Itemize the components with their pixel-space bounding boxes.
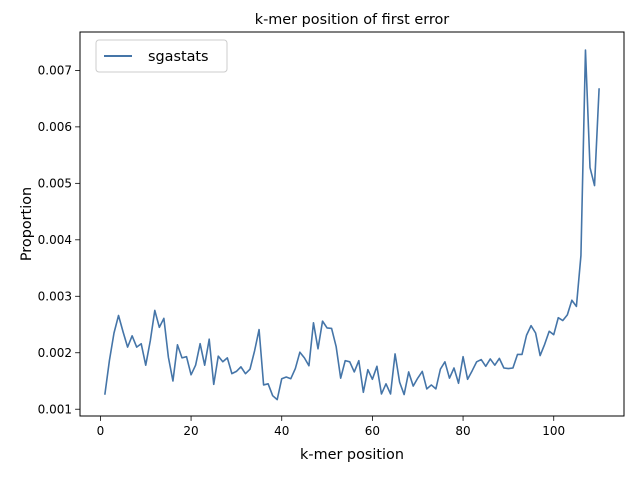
y-axis-ticks: 0.001 0.002 0.003 0.004 0.005 0.006 0.007 (38, 64, 80, 417)
series-line-sgastats (104, 49, 600, 401)
y-tick-label: 0.002 (38, 346, 72, 360)
axes-frame (79, 31, 625, 417)
y-tick-label: 0.003 (38, 290, 72, 304)
x-axis-label: k-mer position (300, 447, 404, 463)
y-tick-label: 0.004 (38, 233, 72, 247)
x-tick-label: 100 (542, 424, 565, 438)
y-axis-label: Proportion (19, 187, 35, 261)
x-axis-ticks: 0 20 40 60 80 100 (97, 416, 565, 438)
legend-box (95, 39, 228, 73)
chart-title: k-mer position of first error (255, 12, 450, 28)
series-layer (104, 49, 600, 401)
y-tick-label: 0.005 (38, 177, 72, 191)
x-tick-label: 40 (274, 424, 289, 438)
x-tick-label: 60 (365, 424, 380, 438)
x-tick-label: 80 (455, 424, 470, 438)
x-tick-label: 0 (97, 424, 105, 438)
y-tick-label: 0.007 (38, 64, 72, 78)
y-tick-label: 0.006 (38, 120, 72, 134)
legend: sgastats (95, 39, 228, 73)
plot-area: 0 20 40 60 80 100 0.0010.0020.0030.0040.0050.… (38, 31, 625, 438)
x-tick-label: 20 (183, 424, 198, 438)
y-tick-label: 0.001 (38, 403, 72, 417)
legend-label-sgastats: sgastats (148, 49, 209, 65)
